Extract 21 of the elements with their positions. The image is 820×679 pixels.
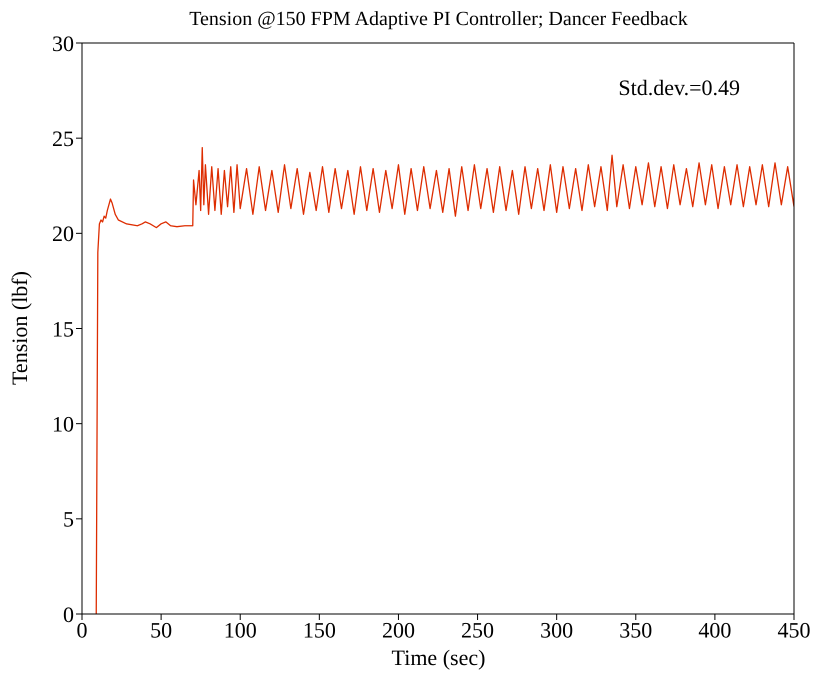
x-axis-title: Time (sec) <box>390 645 486 671</box>
annotation: Std.dev.=0.49 <box>618 75 740 101</box>
y-tick-label: 25 <box>52 126 74 151</box>
y-tick-label: 0 <box>63 602 74 627</box>
y-tick-label: 5 <box>63 506 74 532</box>
x-tick-label: 250 <box>461 618 494 643</box>
y-tick-label: 30 <box>52 30 74 56</box>
x-tick-label: 150 <box>302 618 336 643</box>
line-series <box>96 147 794 614</box>
x-tick-label: 50 <box>150 618 172 643</box>
x-tick-label: 350 <box>619 618 652 643</box>
x-tick-label: 200 <box>382 618 415 643</box>
x-tick-label: 400 <box>698 618 732 643</box>
x-tick-label: 300 <box>540 618 574 643</box>
chart-title: Tension @150 FPM Adaptive PI Controller; Dancer Feedback <box>188 8 689 31</box>
x-tick-label: 450 <box>778 618 810 643</box>
y-tick-label: 15 <box>52 316 74 342</box>
y-tick-label: 10 <box>52 411 74 436</box>
y-axis-title: Tension (lbf) <box>7 271 33 385</box>
x-tick-label: 100 <box>224 618 257 643</box>
y-tick-label: 20 <box>52 221 74 246</box>
